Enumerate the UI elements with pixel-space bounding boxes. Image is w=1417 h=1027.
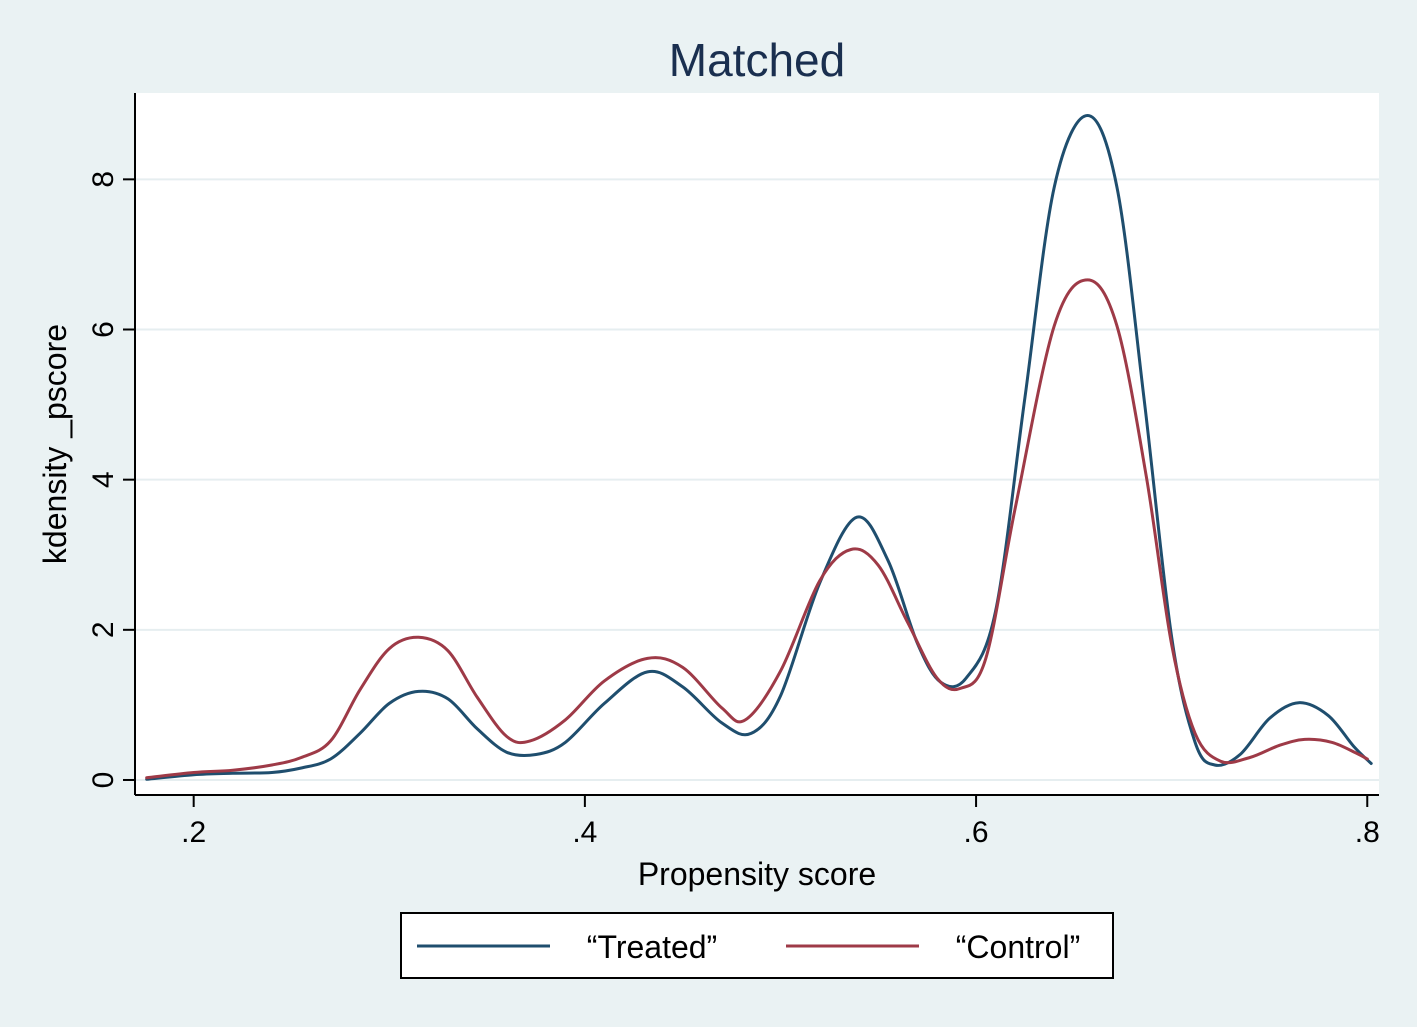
x-tick-label-2: .6 xyxy=(964,816,989,849)
series-line-control xyxy=(145,278,1369,780)
x-tick-label-1: .4 xyxy=(572,816,597,849)
legend: “Treated” “Control” xyxy=(400,912,1114,979)
axes: 0 2 4 6 8 .2 .4 .6 .8 xyxy=(87,93,1380,849)
chart-title: Matched xyxy=(669,34,845,86)
legend-label-control: “Control” xyxy=(956,929,1080,965)
y-tick-label-0: 0 xyxy=(87,772,120,789)
plot-area xyxy=(135,93,1379,795)
series-line-treated xyxy=(145,114,1373,781)
y-axis-label: kdensity _pscore xyxy=(37,324,73,564)
y-tick-label-2: 4 xyxy=(87,471,120,488)
y-tick-label-4: 8 xyxy=(87,171,120,188)
y-tick-label-3: 6 xyxy=(87,321,120,338)
x-tick-label-3: .8 xyxy=(1355,816,1380,849)
y-tick-label-1: 2 xyxy=(87,621,120,638)
x-axis-label: Propensity score xyxy=(638,856,876,892)
x-tick-label-0: .2 xyxy=(181,816,206,849)
legend-label-treated: “Treated” xyxy=(587,929,717,965)
series-lines xyxy=(145,114,1373,781)
